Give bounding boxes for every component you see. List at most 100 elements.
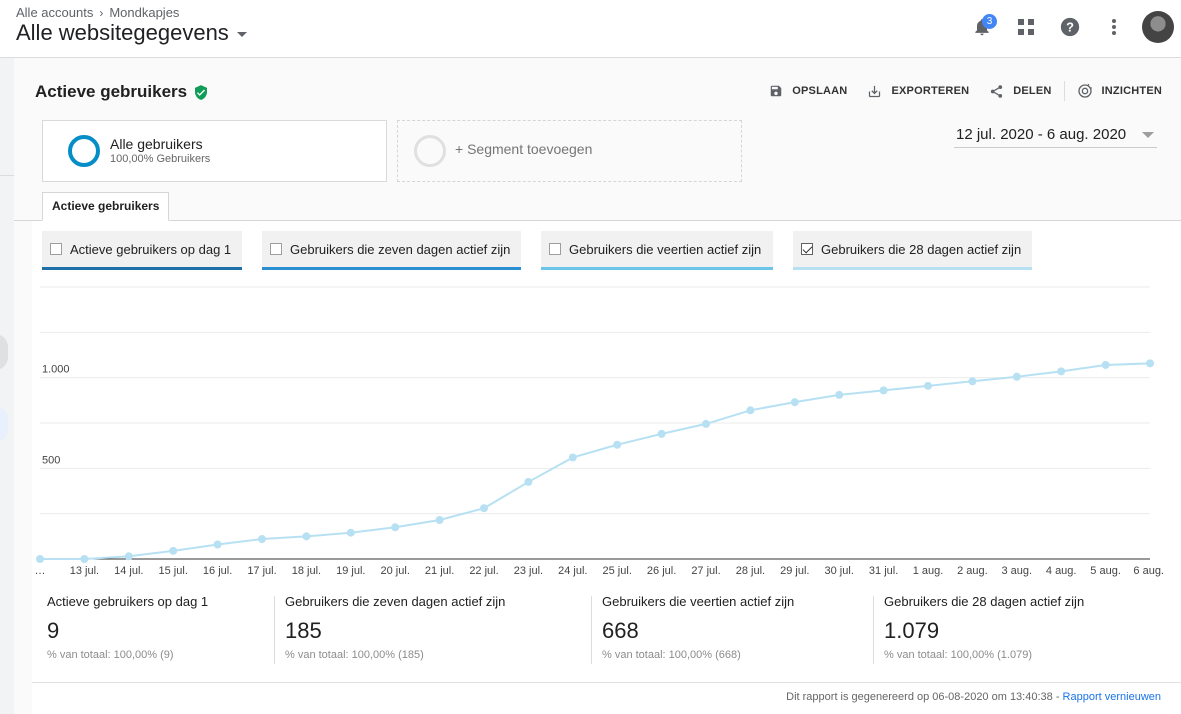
report-footer: Dit rapport is gegenereerd op 06-08-2020… <box>786 691 1161 703</box>
insights-label: INZICHTEN <box>1101 85 1162 97</box>
scorecard-value: 9 <box>47 618 60 643</box>
data-point <box>169 546 178 555</box>
scorecard-7day[interactable]: Gebruikers die zeven dagen actief zijn 1… <box>285 594 585 664</box>
scorecard-14day[interactable]: Gebruikers die veertien actief zijn 668 … <box>602 594 872 664</box>
share-button[interactable]: DELEN <box>979 80 1061 102</box>
data-point <box>124 552 133 561</box>
save-label: OPSLAAN <box>792 85 848 97</box>
x-tick-label: 3 aug. <box>1002 565 1033 577</box>
help-button[interactable]: ? <box>1048 5 1092 49</box>
segment-card-all-users[interactable]: Alle gebruikers 100,00% Gebruikers <box>42 120 387 182</box>
date-range-picker[interactable]: 12 jul. 2020 - 6 aug. 2020 <box>954 122 1157 148</box>
data-point <box>302 532 311 541</box>
data-point <box>924 381 932 390</box>
share-label: DELEN <box>1013 85 1052 97</box>
metric-tab-label: Gebruikers die 28 dagen actief zijn <box>821 241 1022 257</box>
share-icon <box>991 84 1003 98</box>
y-tick-label: 1.500 <box>42 283 70 285</box>
x-tick-label: 21 jul. <box>425 565 454 577</box>
rail-item-active[interactable] <box>0 406 8 442</box>
data-point <box>613 440 622 449</box>
metric-tab-label: Gebruikers die veertien actief zijn <box>569 241 762 257</box>
data-point <box>1012 372 1021 381</box>
breadcrumb-property[interactable]: Mondkapjes <box>109 5 180 20</box>
more-options-button[interactable] <box>1092 5 1136 49</box>
empty-segment-ring-icon <box>414 135 446 167</box>
data-point <box>346 528 355 537</box>
segment-percentage: 100,00% Gebruikers <box>110 153 211 165</box>
apps-button[interactable] <box>1004 5 1048 49</box>
checkbox[interactable] <box>549 243 561 255</box>
scorecard-total: % van totaal: 100,00% (9) <box>47 649 174 661</box>
scorecard-label: Gebruikers die veertien actief zijn <box>602 594 795 609</box>
x-tick-label: 17 jul. <box>247 565 276 577</box>
report-title: Actieve gebruikers <box>35 82 188 101</box>
refresh-report-link[interactable]: Rapport vernieuwen <box>1062 691 1161 703</box>
scorecard-divider <box>591 596 592 664</box>
data-point <box>1146 359 1154 368</box>
export-button[interactable]: EXPORTEREN <box>857 80 979 102</box>
metric-tab-day1[interactable]: Actieve gebruikers op dag 1 <box>42 231 242 270</box>
view-title: Alle websitegegevens <box>16 20 229 45</box>
tab-strip-line <box>14 220 1181 221</box>
data-point <box>524 477 533 486</box>
x-tick-label: 31 jul. <box>869 565 898 577</box>
notifications-button[interactable]: 3 <box>960 5 1004 49</box>
x-tick-label: 25 jul. <box>603 565 632 577</box>
breadcrumb: Alle accounts › Mondkapjes <box>16 5 179 20</box>
metric-tab-label: Actieve gebruikers op dag 1 <box>70 241 232 257</box>
x-tick-label: 29 jul. <box>780 565 809 577</box>
view-selector[interactable]: Alle websitegegevens <box>16 20 247 46</box>
y-tick-label: 500 <box>42 454 60 466</box>
report-header: Actieve gebruikers <box>35 82 209 102</box>
x-tick-label: 5 aug. <box>1090 565 1121 577</box>
x-tick-label: 27 jul. <box>691 565 720 577</box>
x-tick-label: … <box>35 565 46 577</box>
scorecard-28day[interactable]: Gebruikers die 28 dagen actief zijn 1.07… <box>884 594 1164 664</box>
add-segment-label: + Segment toevoegen <box>455 141 593 157</box>
checkbox[interactable] <box>270 243 282 255</box>
checkbox[interactable] <box>50 243 62 255</box>
tab-active-users[interactable]: Actieve gebruikers <box>42 192 170 221</box>
date-range-label: 12 jul. 2020 - 6 aug. 2020 <box>956 126 1127 143</box>
avatar[interactable] <box>1142 11 1174 43</box>
x-tick-label: 28 jul. <box>736 565 765 577</box>
metric-tab-28day[interactable]: Gebruikers die 28 dagen actief zijn <box>793 231 1032 270</box>
x-tick-label: 14 jul. <box>114 565 143 577</box>
metric-color-bar <box>42 267 242 270</box>
add-segment-button[interactable]: + Segment toevoegen <box>397 120 742 182</box>
scorecard-value: 1.079 <box>884 618 940 643</box>
metric-tab-label: Gebruikers die zeven dagen actief zijn <box>290 241 511 257</box>
apps-grid-icon <box>1018 19 1034 35</box>
data-point <box>480 504 488 513</box>
x-tick-label: 23 jul. <box>514 565 543 577</box>
segment-name: Alle gebruikers <box>110 136 203 152</box>
x-tick-label: 15 jul. <box>159 565 188 577</box>
scorecard-label: Gebruikers die zeven dagen actief zijn <box>285 594 506 609</box>
scorecard-total: % van totaal: 100,00% (668) <box>602 649 741 661</box>
top-icons: 3 ? <box>960 0 1181 54</box>
checkbox[interactable] <box>801 243 813 255</box>
data-point <box>568 453 577 462</box>
y-tick-label: 1.000 <box>42 364 70 376</box>
rail-item[interactable] <box>0 334 8 370</box>
footer-divider <box>32 682 1181 683</box>
x-tick-label: 2 aug. <box>957 565 988 577</box>
data-point <box>657 429 666 438</box>
metric-tab-7day[interactable]: Gebruikers die zeven dagen actief zijn <box>262 231 521 270</box>
breadcrumb-root[interactable]: Alle accounts <box>16 5 94 20</box>
x-tick-label: 13 jul. <box>70 565 99 577</box>
insights-button[interactable]: INZICHTEN <box>1067 80 1172 102</box>
scorecard-day1[interactable]: Actieve gebruikers op dag 1 9 % van tota… <box>47 594 267 664</box>
series-line <box>40 362 1151 560</box>
scorecard-value: 185 <box>285 618 322 643</box>
x-tick-label: 16 jul. <box>203 565 232 577</box>
x-tick-label: 18 jul. <box>292 565 321 577</box>
save-button[interactable]: OPSLAAN <box>759 80 857 102</box>
caret-down-icon <box>236 32 247 37</box>
metric-color-bar <box>262 267 521 270</box>
generated-timestamp: Dit rapport is gegenereerd op 06-08-2020… <box>786 691 1060 703</box>
metric-tab-14day[interactable]: Gebruikers die veertien actief zijn <box>541 231 773 270</box>
scorecard-total: % van totaal: 100,00% (1.079) <box>884 649 1032 661</box>
x-tick-label: 4 aug. <box>1046 565 1077 577</box>
